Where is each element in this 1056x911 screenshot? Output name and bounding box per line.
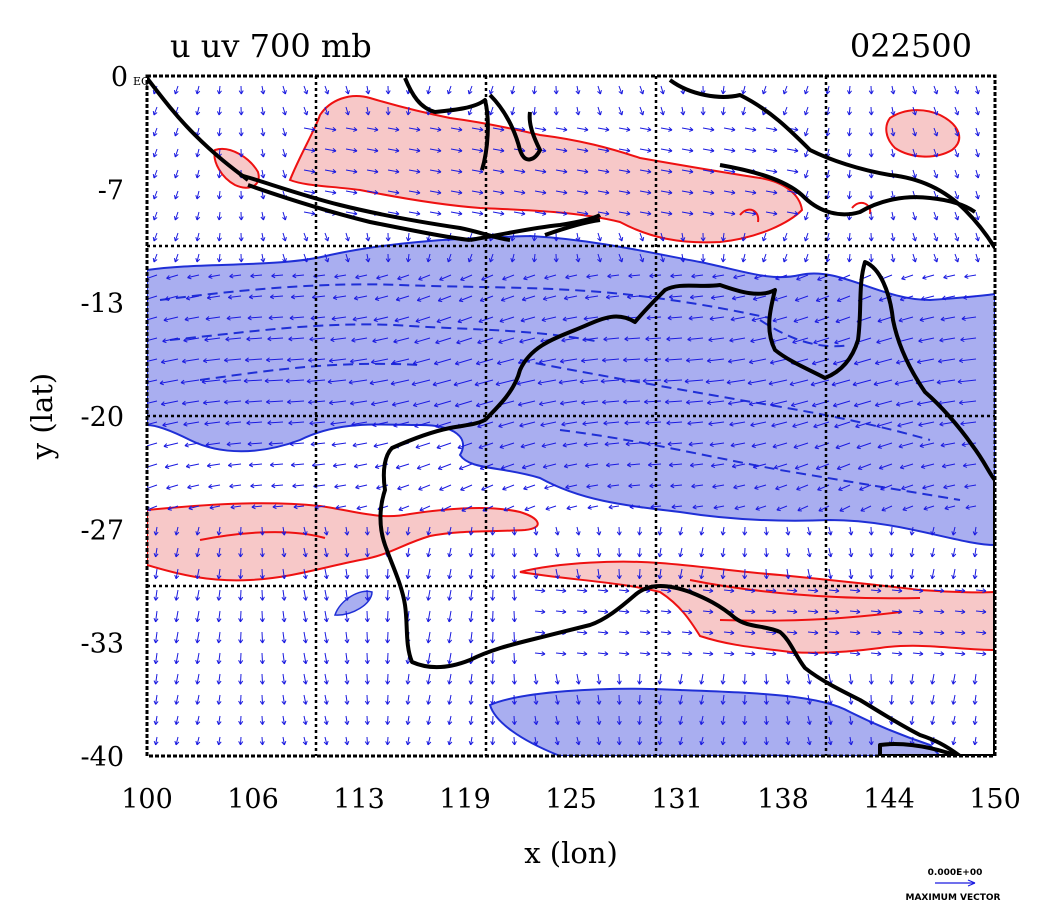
wind-vector xyxy=(262,590,263,600)
y-tick-label: -40 xyxy=(81,742,124,773)
vector-legend: 0.000E+00 MAXIMUM VECTOR xyxy=(905,868,1000,903)
wind-vector xyxy=(387,632,388,643)
wind-vector-head xyxy=(142,423,146,427)
x-tick-label: 113 xyxy=(333,784,385,815)
wind-vector xyxy=(240,632,241,643)
wind-vector-head xyxy=(140,402,144,406)
negative-u-small-cell xyxy=(335,591,372,615)
wind-vector xyxy=(262,653,263,664)
x-tick-label: 119 xyxy=(439,784,491,815)
equator-label: EQ xyxy=(133,75,150,88)
wind-vector xyxy=(240,590,241,600)
positive-u-west-band xyxy=(147,503,538,580)
y-tick-label: -27 xyxy=(81,515,124,546)
x-axis-label: x (lon) xyxy=(524,836,618,870)
wind-vector xyxy=(387,653,388,664)
x-tick-label: 150 xyxy=(969,784,1021,815)
wind-vector xyxy=(262,632,263,643)
legend-magnitude: 0.000E+00 xyxy=(928,868,983,878)
wind-vector xyxy=(240,653,241,664)
wind-vector xyxy=(262,611,263,622)
plot-timestamp: 022500 xyxy=(850,27,972,65)
x-tick-label: 138 xyxy=(757,784,809,815)
x-tick-label: 144 xyxy=(863,784,915,815)
y-tick-label: -20 xyxy=(81,402,124,433)
wind-vector xyxy=(514,653,515,664)
legend-label: MAXIMUM VECTOR xyxy=(905,893,1000,903)
plot-title: u uv 700 mb xyxy=(170,27,372,65)
wind-vector xyxy=(240,611,241,622)
x-tick-labels: 100 106 113 119 125 131 138 144 150 xyxy=(121,784,1021,815)
wind-vector-head xyxy=(142,339,146,343)
wind-vector-head xyxy=(139,381,143,385)
wind-vector xyxy=(387,611,388,622)
wind-vector-head xyxy=(140,360,144,364)
y-tick-label: 0 xyxy=(111,62,128,93)
positive-u-northeast-patch xyxy=(886,110,959,156)
y-tick-label: -13 xyxy=(81,289,124,320)
x-tick-label: 131 xyxy=(651,784,703,815)
x-tick-label: 100 xyxy=(121,784,173,815)
y-axis-label: y (lat) xyxy=(25,373,59,460)
x-tick-label: 125 xyxy=(545,784,597,815)
positive-u-south-band xyxy=(520,562,995,653)
wind-vector xyxy=(514,611,515,622)
y-tick-label: -33 xyxy=(81,629,124,660)
wind-vector xyxy=(514,632,515,643)
negative-u-region xyxy=(147,236,995,756)
y-tick-labels: 0 -7 -13 -20 -27 -33 -40 xyxy=(81,62,128,773)
x-tick-label: 106 xyxy=(227,784,279,815)
negative-u-band-main xyxy=(147,236,995,545)
wind-vector xyxy=(143,443,157,447)
y-tick-label: -7 xyxy=(98,175,124,206)
